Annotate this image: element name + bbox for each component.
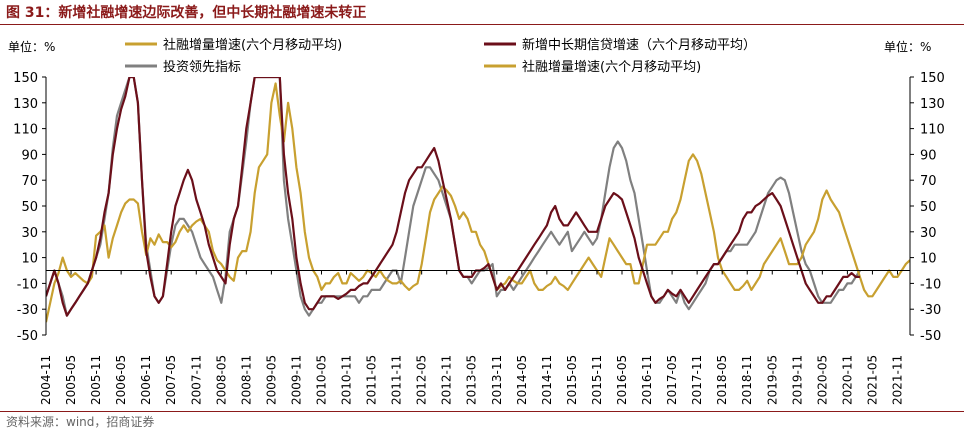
y-tick-label-left: 30	[21, 226, 38, 241]
y-tick-label-left: 90	[21, 148, 38, 163]
y-tick-label-right: 50	[920, 200, 937, 215]
y-tick-label-left: 10	[21, 252, 38, 267]
left-unit-label: 单位：%	[8, 39, 55, 54]
series-layer	[46, 77, 910, 323]
x-tick-label: 2012-05	[415, 355, 429, 405]
x-tick-label: 2017-05	[665, 355, 679, 405]
legend-item: 社融增量增速(六个月移动平均)	[484, 59, 701, 75]
x-tick-label: 2005-11	[89, 355, 103, 405]
y-tick-label-right: -30	[920, 303, 941, 318]
x-tick-label: 2016-11	[640, 355, 654, 405]
series-line-investment-leading	[46, 77, 861, 317]
y-tick-label-left: 50	[21, 200, 38, 215]
x-tick-label: 2014-05	[515, 355, 529, 405]
series-line-medium-long-term-credit	[46, 77, 860, 317]
x-tick-label: 2019-05	[765, 355, 779, 405]
legend-item: 社融增量增速(六个月移动平均)	[125, 37, 342, 53]
y-tick-label-left: -30	[17, 303, 38, 318]
x-tick-label: 2021-05	[865, 355, 879, 405]
y-tick-label-right: 150	[920, 71, 945, 86]
x-tick-label: 2019-11	[790, 355, 804, 405]
y-tick-label-left: -10	[17, 277, 38, 292]
legend-item: 新增中长期信贷增速（六个月移动平均）	[484, 37, 756, 53]
legend-layer: 社融增量增速(六个月移动平均) 投资领先指标 新增中长期信贷增速（六个月移动平均） 社…	[125, 37, 756, 75]
x-tick-label: 2006-05	[114, 355, 128, 405]
x-tick-label: 2011-05	[365, 355, 379, 405]
y-tick-label-left: -50	[17, 329, 38, 344]
legend-item: 投资领先指标	[125, 59, 241, 75]
x-tick-label: 2006-11	[139, 355, 153, 405]
x-tick-label: 2015-11	[590, 355, 604, 405]
legend-label: 社融增量增速(六个月移动平均)	[163, 37, 342, 53]
y-tick-label-right: 130	[920, 97, 945, 112]
x-tick-label: 2014-11	[540, 355, 554, 405]
legend-label: 新增中长期信贷增速（六个月移动平均）	[522, 37, 756, 53]
y-tick-label-right: -10	[920, 277, 941, 292]
x-tick-label: 2010-05	[314, 355, 328, 405]
x-tick-label: 2020-05	[815, 355, 829, 405]
x-tick-label: 2016-05	[615, 355, 629, 405]
y-tick-label-left: 150	[13, 71, 38, 86]
x-tick-label: 2015-05	[565, 355, 579, 405]
x-tick-label: 2008-11	[239, 355, 253, 405]
x-tick-label: 2011-11	[390, 355, 404, 405]
y-tick-label-right: 70	[920, 174, 937, 189]
source-note: 资料来源：wind，招商证券	[6, 415, 155, 429]
x-tick-label: 2005-05	[64, 355, 78, 405]
y-tick-label-left: 70	[21, 174, 38, 189]
x-tick-label: 2018-05	[715, 355, 729, 405]
x-tick-label: 2009-11	[289, 355, 303, 405]
source-rule	[0, 411, 964, 412]
right-unit-label: 单位：%	[884, 39, 931, 54]
x-tick-label: 2020-11	[840, 355, 854, 405]
y-tick-label-right: 110	[920, 123, 945, 138]
x-tick-label: 2007-11	[189, 355, 203, 405]
x-tick-label: 2007-05	[164, 355, 178, 405]
x-tick-label: 2008-05	[214, 355, 228, 405]
y-tick-label-right: 30	[920, 226, 937, 241]
title-rule	[0, 24, 964, 25]
y-tick-label-left: 110	[13, 123, 38, 138]
x-tick-label: 2009-05	[264, 355, 278, 405]
x-tick-label: 2013-05	[465, 355, 479, 405]
figure-title: 图 31：新增社融增速边际改善，但中长期社融增速未转正	[6, 5, 367, 21]
y-tick-label-left: 130	[13, 97, 38, 112]
y-tick-label-right: -50	[920, 329, 941, 344]
x-tick-label: 2013-11	[490, 355, 504, 405]
x-tick-label: 2010-11	[340, 355, 354, 405]
legend-label: 社融增量增速(六个月移动平均)	[522, 59, 701, 75]
x-tick-label: 2017-11	[690, 355, 704, 405]
x-tick-label: 2012-11	[440, 355, 454, 405]
ticks-layer: 150 150 130 130 110 110 90 90 70 70 50 50 30 30 10 10 -1…	[13, 71, 945, 405]
legend-label: 投资领先指标	[163, 59, 241, 75]
x-tick-label: 2021-11	[890, 355, 904, 405]
x-tick-label: 2004-11	[39, 355, 53, 405]
y-tick-label-right: 10	[920, 252, 937, 267]
series-line-social-financing	[46, 82, 910, 323]
x-tick-label: 2018-11	[740, 355, 754, 405]
y-tick-label-right: 90	[920, 148, 937, 163]
